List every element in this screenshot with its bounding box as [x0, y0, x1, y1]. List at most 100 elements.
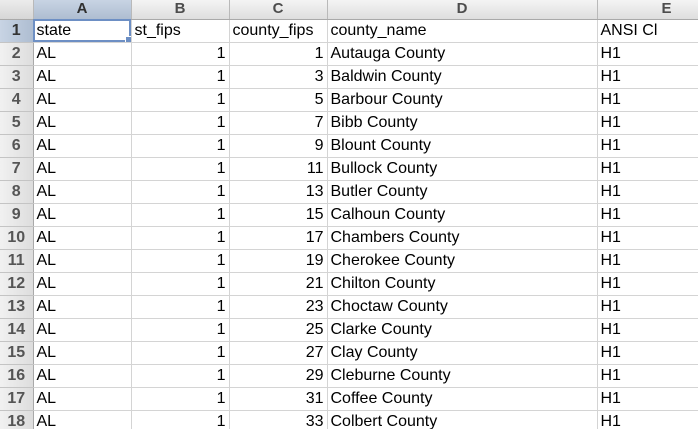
cell-e9[interactable]: H1	[597, 203, 698, 227]
cell-d15[interactable]: Clay County	[327, 341, 598, 365]
cell-a3[interactable]: AL	[33, 65, 132, 89]
column-header-b[interactable]: B	[131, 0, 230, 20]
cell-e13[interactable]: H1	[597, 295, 698, 319]
cell-c16[interactable]: 29	[229, 364, 328, 388]
row-header[interactable]: 11	[0, 249, 34, 273]
cell-e4[interactable]: H1	[597, 88, 698, 112]
row-header[interactable]: 6	[0, 134, 34, 158]
cell-c5[interactable]: 7	[229, 111, 328, 135]
cell-b3[interactable]: 1	[131, 65, 230, 89]
cell-b6[interactable]: 1	[131, 134, 230, 158]
cell-b17[interactable]: 1	[131, 387, 230, 411]
cell-e11[interactable]: H1	[597, 249, 698, 273]
row-header[interactable]: 4	[0, 88, 34, 112]
cell-a6[interactable]: AL	[33, 134, 132, 158]
cell-b16[interactable]: 1	[131, 364, 230, 388]
cell-c18[interactable]: 33	[229, 410, 328, 429]
cell-b1[interactable]: st_fips	[131, 19, 230, 43]
row-header[interactable]: 7	[0, 157, 34, 181]
row-header[interactable]: 5	[0, 111, 34, 135]
cell-d5[interactable]: Bibb County	[327, 111, 598, 135]
row-header[interactable]: 3	[0, 65, 34, 89]
row-header[interactable]: 9	[0, 203, 34, 227]
cell-e18[interactable]: H1	[597, 410, 698, 429]
row-header[interactable]: 10	[0, 226, 34, 250]
cell-d17[interactable]: Coffee County	[327, 387, 598, 411]
cell-d8[interactable]: Butler County	[327, 180, 598, 204]
cell-c8[interactable]: 13	[229, 180, 328, 204]
cell-c13[interactable]: 23	[229, 295, 328, 319]
cell-a4[interactable]: AL	[33, 88, 132, 112]
cell-e16[interactable]: H1	[597, 364, 698, 388]
cell-d2[interactable]: Autauga County	[327, 42, 598, 66]
cell-d6[interactable]: Blount County	[327, 134, 598, 158]
cell-b5[interactable]: 1	[131, 111, 230, 135]
cell-a17[interactable]: AL	[33, 387, 132, 411]
cell-e10[interactable]: H1	[597, 226, 698, 250]
cell-a9[interactable]: AL	[33, 203, 132, 227]
cell-a5[interactable]: AL	[33, 111, 132, 135]
row-header[interactable]: 1	[0, 19, 34, 43]
cell-c14[interactable]: 25	[229, 318, 328, 342]
cell-a10[interactable]: AL	[33, 226, 132, 250]
cell-e2[interactable]: H1	[597, 42, 698, 66]
cell-d12[interactable]: Chilton County	[327, 272, 598, 296]
cell-b10[interactable]: 1	[131, 226, 230, 250]
cell-b2[interactable]: 1	[131, 42, 230, 66]
column-header-d[interactable]: D	[327, 0, 598, 20]
cell-a12[interactable]: AL	[33, 272, 132, 296]
cell-d16[interactable]: Cleburne County	[327, 364, 598, 388]
cell-c17[interactable]: 31	[229, 387, 328, 411]
cell-d10[interactable]: Chambers County	[327, 226, 598, 250]
cell-a15[interactable]: AL	[33, 341, 132, 365]
cell-c7[interactable]: 11	[229, 157, 328, 181]
cell-d9[interactable]: Calhoun County	[327, 203, 598, 227]
cell-b13[interactable]: 1	[131, 295, 230, 319]
cell-e6[interactable]: H1	[597, 134, 698, 158]
column-header-e[interactable]: E	[597, 0, 698, 20]
cell-c10[interactable]: 17	[229, 226, 328, 250]
cell-b4[interactable]: 1	[131, 88, 230, 112]
cell-e12[interactable]: H1	[597, 272, 698, 296]
cell-e15[interactable]: H1	[597, 341, 698, 365]
cell-b15[interactable]: 1	[131, 341, 230, 365]
column-header-c[interactable]: C	[229, 0, 328, 20]
cell-e7[interactable]: H1	[597, 157, 698, 181]
cell-c4[interactable]: 5	[229, 88, 328, 112]
cell-b9[interactable]: 1	[131, 203, 230, 227]
cell-c11[interactable]: 19	[229, 249, 328, 273]
cell-b14[interactable]: 1	[131, 318, 230, 342]
cell-e1[interactable]: ANSI Cl	[597, 19, 698, 43]
row-header[interactable]: 8	[0, 180, 34, 204]
fill-handle[interactable]	[124, 35, 130, 41]
cell-b11[interactable]: 1	[131, 249, 230, 273]
row-header[interactable]: 16	[0, 364, 34, 388]
row-header[interactable]: 12	[0, 272, 34, 296]
cell-d4[interactable]: Barbour County	[327, 88, 598, 112]
row-header[interactable]: 15	[0, 341, 34, 365]
cell-e5[interactable]: H1	[597, 111, 698, 135]
cell-c3[interactable]: 3	[229, 65, 328, 89]
cell-d11[interactable]: Cherokee County	[327, 249, 598, 273]
cell-d13[interactable]: Choctaw County	[327, 295, 598, 319]
cell-a7[interactable]: AL	[33, 157, 132, 181]
row-header[interactable]: 2	[0, 42, 34, 66]
cell-c9[interactable]: 15	[229, 203, 328, 227]
cell-a2[interactable]: AL	[33, 42, 132, 66]
cell-c1[interactable]: county_fips	[229, 19, 328, 43]
cell-a14[interactable]: AL	[33, 318, 132, 342]
cell-a11[interactable]: AL	[33, 249, 132, 273]
cell-d18[interactable]: Colbert County	[327, 410, 598, 429]
cell-d3[interactable]: Baldwin County	[327, 65, 598, 89]
row-header[interactable]: 18	[0, 410, 34, 429]
cell-d7[interactable]: Bullock County	[327, 157, 598, 181]
cell-b18[interactable]: 1	[131, 410, 230, 429]
cell-b12[interactable]: 1	[131, 272, 230, 296]
cell-a16[interactable]: AL	[33, 364, 132, 388]
row-header[interactable]: 17	[0, 387, 34, 411]
cell-a13[interactable]: AL	[33, 295, 132, 319]
cell-e8[interactable]: H1	[597, 180, 698, 204]
cell-a8[interactable]: AL	[33, 180, 132, 204]
cell-d14[interactable]: Clarke County	[327, 318, 598, 342]
cell-b7[interactable]: 1	[131, 157, 230, 181]
